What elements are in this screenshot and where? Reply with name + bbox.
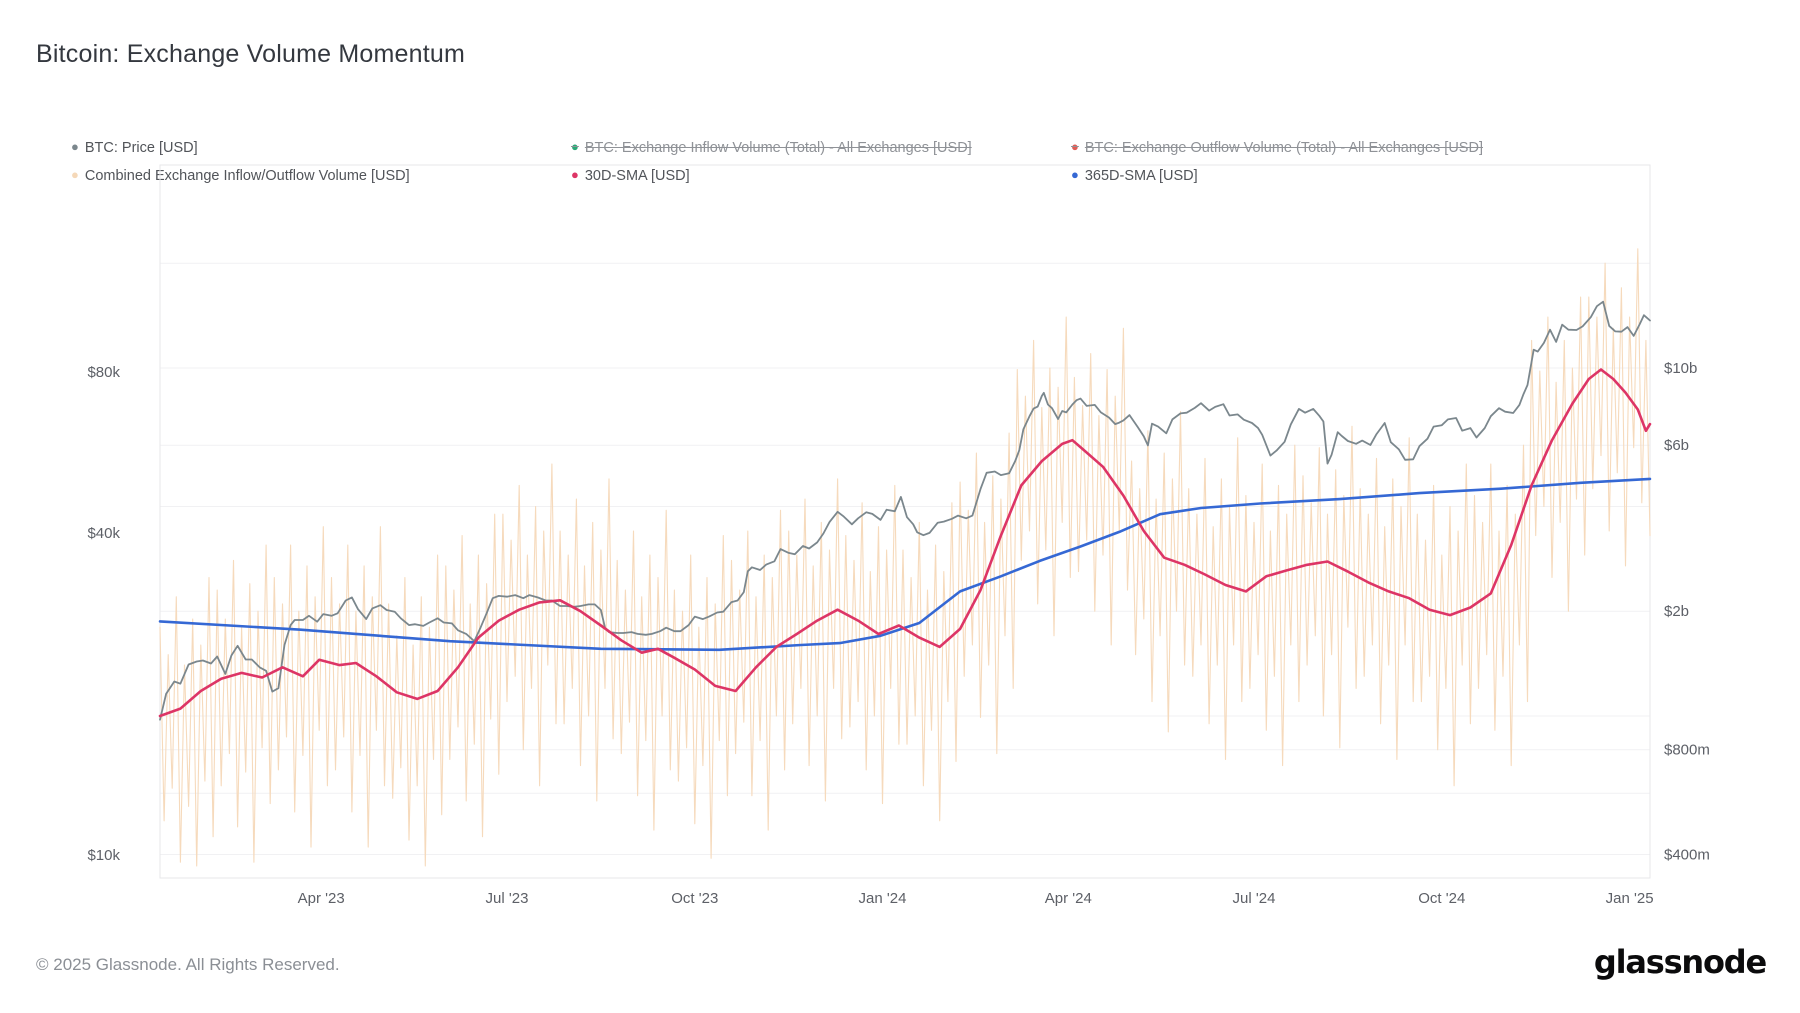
legend-label: 365D-SMA [USD] xyxy=(1084,168,1198,184)
y-axis-right-labels: $400m $800m $2b $6b $10b xyxy=(1664,360,1710,864)
chart-legend-row-2: ● Combined Exchange Inflow/Outflow Volume… xyxy=(0,167,1800,189)
glassnode-logo: glassnode xyxy=(1593,943,1767,981)
legend-item-1-2[interactable]: ● 365D-SMA [USD] xyxy=(1071,167,1198,184)
svg-text:$80k: $80k xyxy=(87,364,120,381)
legend-dot-icon: ● xyxy=(1071,167,1079,182)
svg-text:Oct '23: Oct '23 xyxy=(671,890,718,907)
svg-text:$800m: $800m xyxy=(1664,742,1710,759)
legend-dot-icon: ● xyxy=(71,139,79,154)
page-title: Bitcoin: Exchange Volume Momentum xyxy=(36,40,466,68)
sma30-series xyxy=(158,368,1652,718)
plot-frame xyxy=(159,164,1651,879)
svg-text:Jan '24: Jan '24 xyxy=(859,890,907,907)
svg-text:$10k: $10k xyxy=(87,847,120,864)
svg-text:Apr '24: Apr '24 xyxy=(1045,890,1092,907)
svg-text:$6b: $6b xyxy=(1664,437,1689,454)
legend-item-1-0[interactable]: ● Combined Exchange Inflow/Outflow Volume… xyxy=(71,167,410,184)
volume-series xyxy=(159,248,1651,867)
legend-dot-icon: ● xyxy=(571,167,579,182)
svg-text:Jul '23: Jul '23 xyxy=(486,890,529,907)
legend-dot-icon: ● xyxy=(571,139,579,154)
svg-text:Jul '24: Jul '24 xyxy=(1233,890,1276,907)
legend-dot-icon: ● xyxy=(1071,139,1079,154)
gridlines xyxy=(160,262,1650,855)
svg-text:Jan '25: Jan '25 xyxy=(1606,890,1654,907)
svg-text:Oct '24: Oct '24 xyxy=(1418,890,1465,907)
svg-text:$2b: $2b xyxy=(1664,603,1689,620)
x-axis-labels: Apr '23 Jul '23 Oct '23 Jan '24 Apr '24 Jul '… xyxy=(298,890,1654,907)
y-axis-left-labels: $10k $40k $80k xyxy=(87,364,120,864)
legend-item-1-1[interactable]: ● 30D-SMA [USD] xyxy=(571,167,690,184)
legend-label: 30D-SMA [USD] xyxy=(584,168,690,184)
legend-item-disabled-0-1[interactable]: ● BTC: Exchange Inflow Volume (Total) - A… xyxy=(571,139,972,156)
legend-label: Combined Exchange Inflow/Outflow Volume … xyxy=(84,168,410,184)
legend-dot-icon: ● xyxy=(71,167,79,182)
legend-item-0-0[interactable]: ● BTC: Price [USD] xyxy=(71,139,198,156)
chart-legend-row-1: ● BTC: Price [USD] ● BTC: Exchange Inflow V… xyxy=(0,139,1800,161)
legend-item-disabled-0-2[interactable]: ● BTC: Exchange Outflow Volume (Total) - … xyxy=(1071,139,1483,156)
svg-text:$400m: $400m xyxy=(1664,847,1710,864)
legend-label: BTC: Price [USD] xyxy=(84,140,198,156)
svg-text:$40k: $40k xyxy=(87,525,120,542)
copyright-text: © 2025 Glassnode. All Rights Reserved. xyxy=(36,955,340,974)
svg-text:$10b: $10b xyxy=(1664,360,1697,377)
legend-label: BTC: Exchange Inflow Volume (Total) - Al… xyxy=(584,140,972,156)
price-series xyxy=(159,300,1651,721)
svg-text:Apr '23: Apr '23 xyxy=(298,890,345,907)
legend-label: BTC: Exchange Outflow Volume (Total) - A… xyxy=(1084,140,1483,156)
